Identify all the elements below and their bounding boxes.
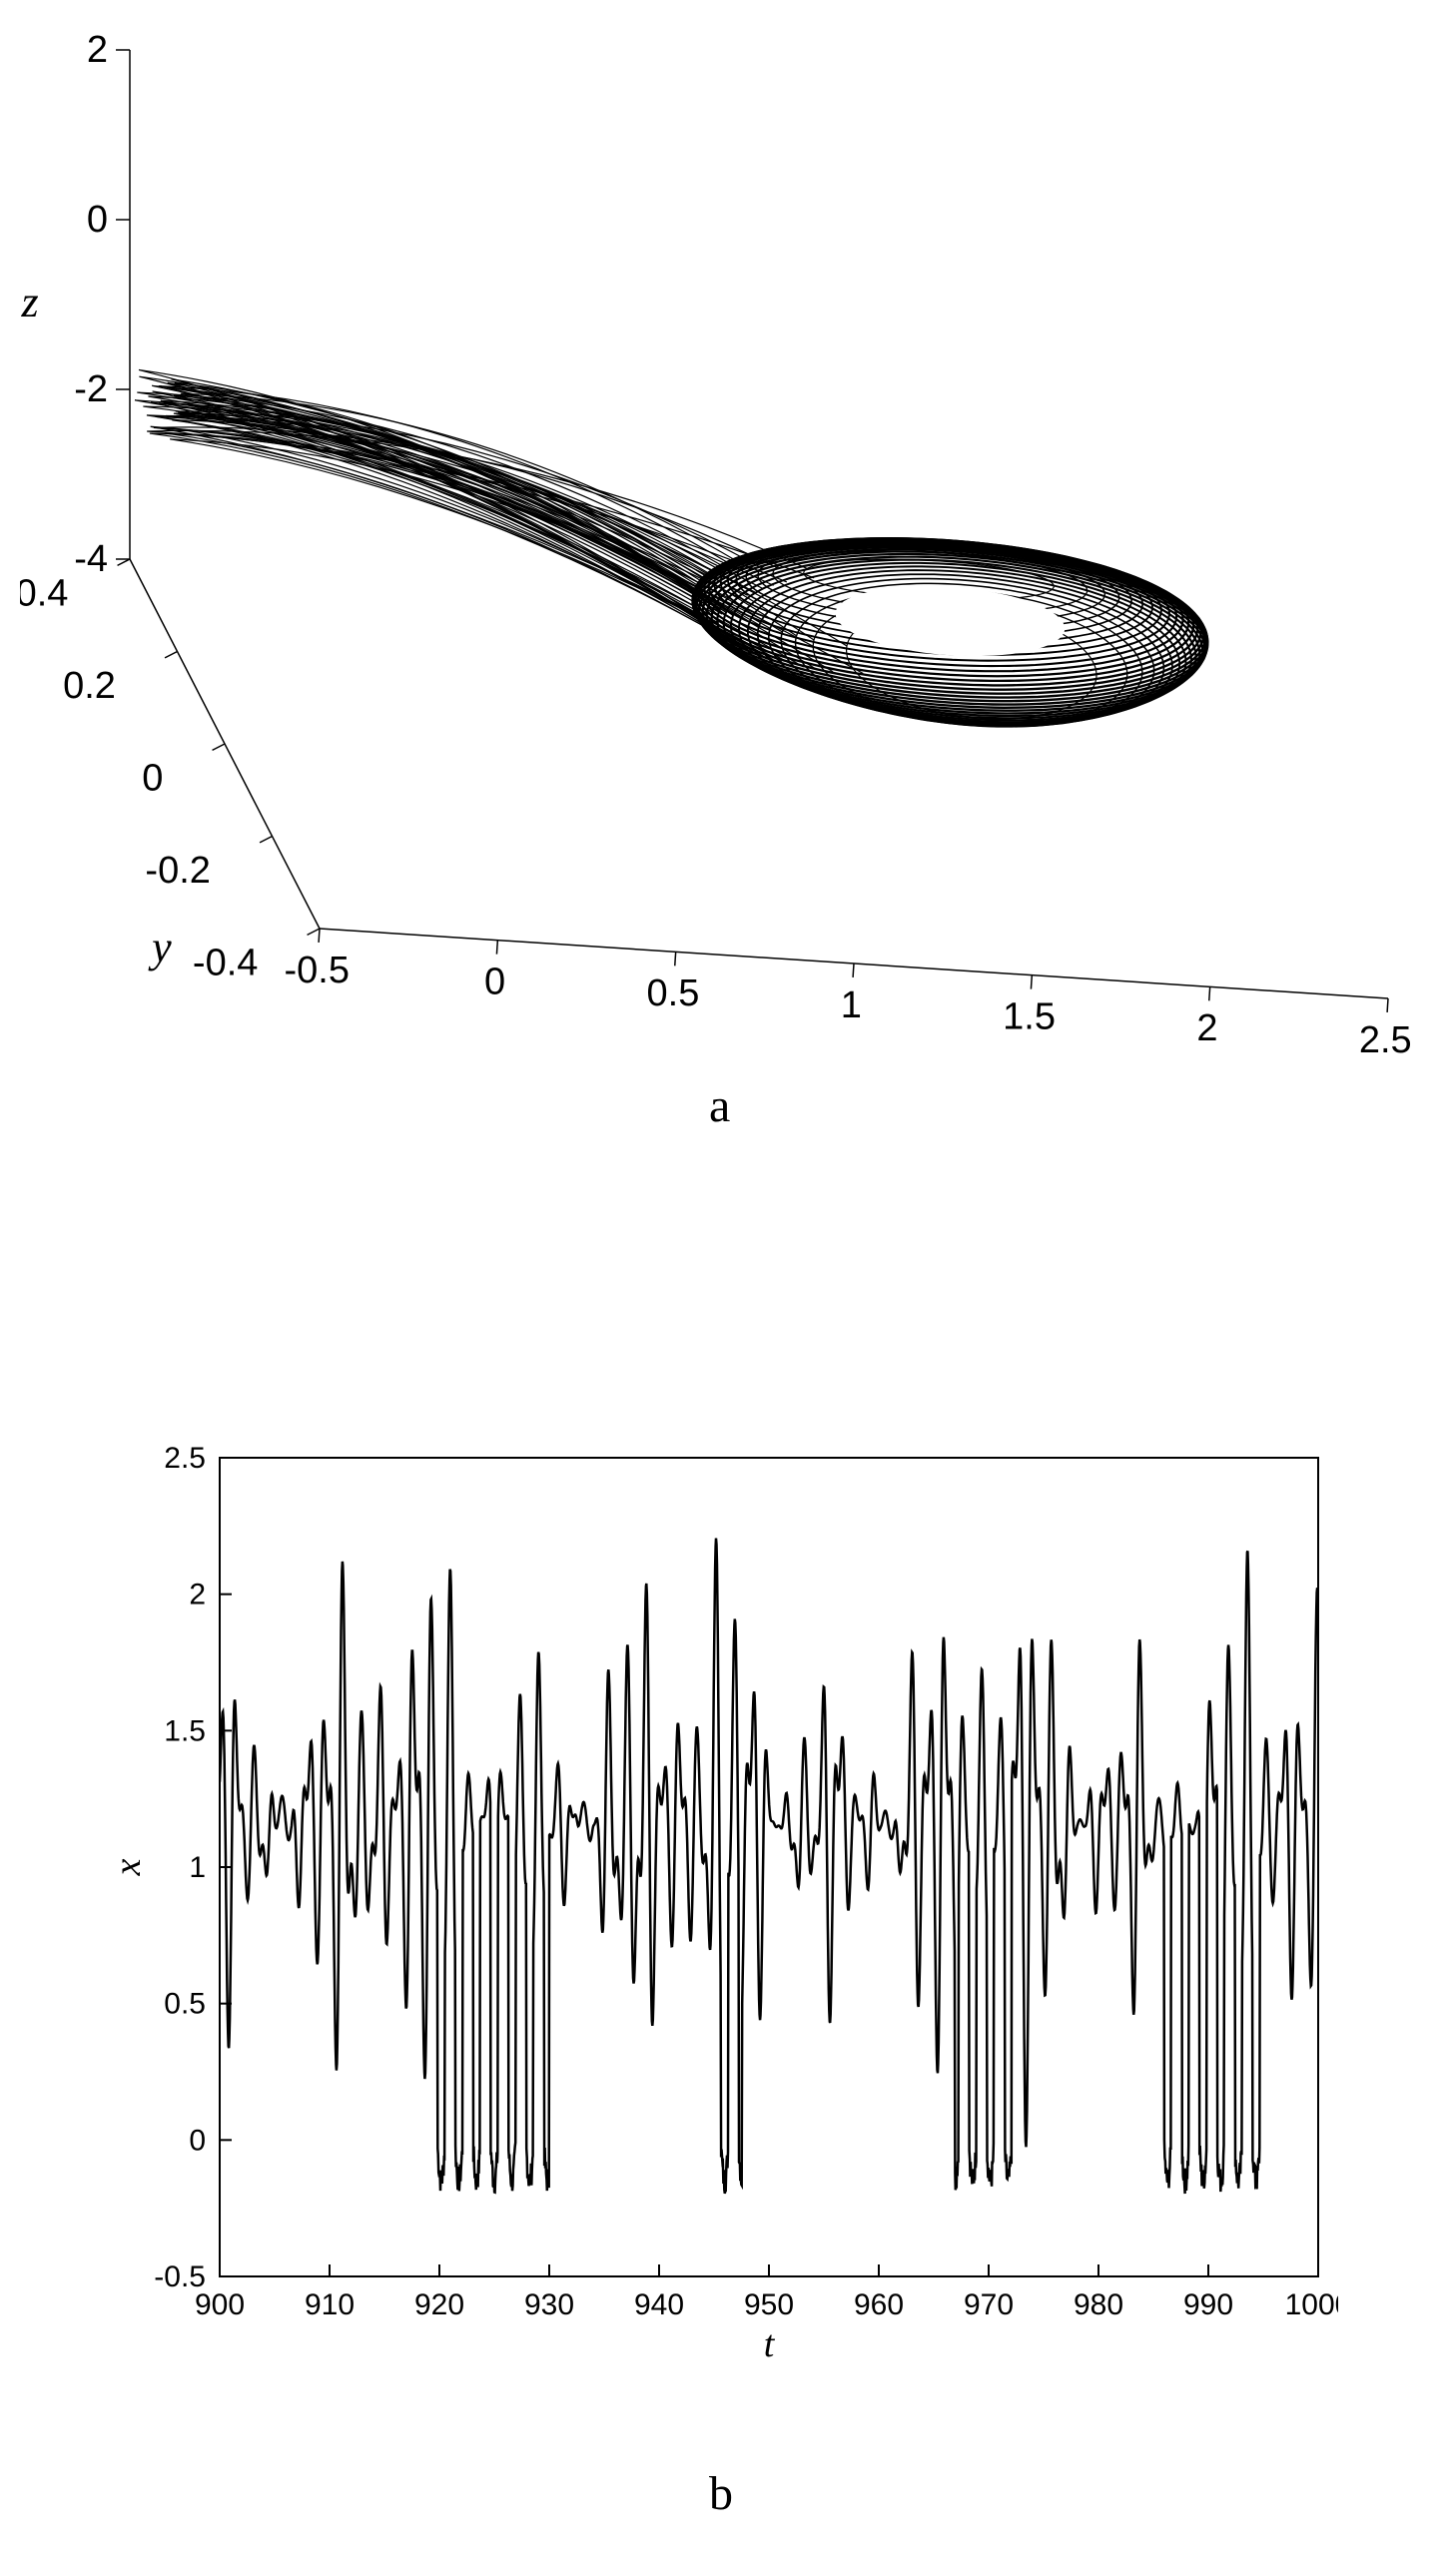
svg-text:990: 990 xyxy=(1183,2288,1233,2321)
svg-text:-0.4: -0.4 xyxy=(193,942,258,983)
svg-text:940: 940 xyxy=(634,2288,684,2321)
svg-text:0: 0 xyxy=(484,962,505,1003)
svg-text:t: t xyxy=(764,2323,776,2365)
figure-b-sublabel: b xyxy=(709,2466,733,2521)
svg-text:0.2: 0.2 xyxy=(63,665,116,707)
svg-text:-0.5: -0.5 xyxy=(154,2260,206,2293)
svg-text:930: 930 xyxy=(524,2288,574,2321)
svg-text:920: 920 xyxy=(414,2288,464,2321)
svg-text:1.5: 1.5 xyxy=(164,1714,206,1747)
svg-text:-0.2: -0.2 xyxy=(145,850,210,892)
figure-a-sublabel: a xyxy=(709,1078,730,1133)
svg-text:1.5: 1.5 xyxy=(1003,996,1056,1038)
svg-text:960: 960 xyxy=(854,2288,904,2321)
svg-text:-4: -4 xyxy=(74,538,108,580)
svg-text:1: 1 xyxy=(189,1851,206,1884)
svg-text:-0.5: -0.5 xyxy=(285,950,350,991)
svg-text:0.5: 0.5 xyxy=(647,972,700,1014)
svg-text:1000: 1000 xyxy=(1285,2288,1338,2321)
figure-b-timeseries: 9009109209309409509609709809901000-0.500… xyxy=(100,1438,1338,2386)
svg-text:1: 1 xyxy=(841,984,862,1026)
svg-text:-2: -2 xyxy=(74,368,108,410)
svg-text:0: 0 xyxy=(142,757,163,799)
svg-text:2: 2 xyxy=(1196,1007,1217,1049)
svg-text:2.5: 2.5 xyxy=(1359,1019,1412,1058)
svg-text:x: x xyxy=(836,1054,857,1058)
svg-text:z: z xyxy=(20,278,38,326)
svg-text:950: 950 xyxy=(744,2288,794,2321)
svg-text:x: x xyxy=(107,1858,149,1876)
svg-text:2.5: 2.5 xyxy=(164,1442,206,1475)
svg-text:2: 2 xyxy=(87,29,108,71)
svg-text:0: 0 xyxy=(87,199,108,241)
figure-a-svg: -0.5 0 0.5 1 1.5 2 2.5 x -0.4 -0.2 0 0.2 0.4 y -4 -2 0 2 z xyxy=(20,0,1432,1058)
svg-text:y: y xyxy=(148,923,172,971)
svg-text:980: 980 xyxy=(1074,2288,1123,2321)
svg-text:0: 0 xyxy=(189,2124,206,2157)
svg-text:2: 2 xyxy=(189,1579,206,1611)
svg-text:910: 910 xyxy=(305,2288,355,2321)
svg-text:0.5: 0.5 xyxy=(164,1988,206,2021)
svg-text:0.4: 0.4 xyxy=(20,572,68,614)
figure-a-3d-attractor: -0.5 0 0.5 1 1.5 2 2.5 x -0.4 -0.2 0 0.2 0.4 y -4 -2 0 2 z xyxy=(20,0,1432,1058)
figure-b-svg: 9009109209309409509609709809901000-0.500… xyxy=(100,1438,1338,2386)
svg-text:970: 970 xyxy=(964,2288,1014,2321)
